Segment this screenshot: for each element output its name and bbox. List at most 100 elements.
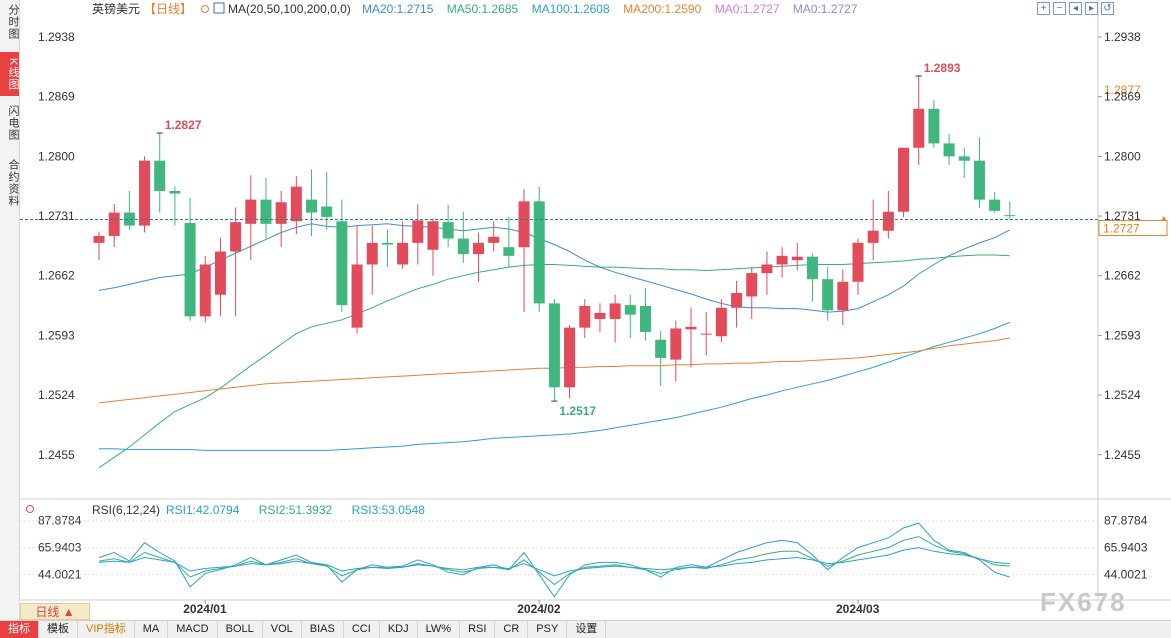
candle bbox=[564, 325, 576, 399]
candle bbox=[579, 299, 591, 338]
candle bbox=[488, 221, 500, 252]
zoom-in-icon[interactable]: + bbox=[1037, 2, 1050, 15]
candle bbox=[412, 203, 424, 265]
candle-body bbox=[427, 221, 439, 250]
candle-body bbox=[93, 235, 105, 243]
y-tick-label-left: 1.2593 bbox=[38, 328, 75, 342]
candle bbox=[958, 147, 970, 178]
candle-body bbox=[624, 305, 636, 315]
candle-body bbox=[366, 242, 378, 265]
indicator-tab[interactable]: RSI bbox=[460, 621, 496, 638]
candle-body bbox=[306, 199, 318, 213]
ma-value-label: MA20:1.2715 bbox=[362, 2, 434, 16]
rsi-tick-label-right: 87.8784 bbox=[1104, 514, 1148, 528]
candle-body bbox=[548, 303, 560, 388]
candle-body bbox=[457, 238, 469, 255]
chart-header: 英镑美元 【日线】 MA(20,50,100,200,0,0) MA20:1.2715… bbox=[26, 1, 858, 517]
rsi-settings-icon bbox=[26, 505, 34, 513]
settings-icon bbox=[201, 5, 209, 13]
current-price-label: 1.2727 bbox=[1103, 222, 1140, 236]
candle bbox=[1004, 201, 1016, 219]
rsi-value-label: RSI2:51.3932 bbox=[259, 503, 333, 517]
indicator-tab[interactable]: 指标 bbox=[0, 621, 39, 638]
candle-body bbox=[245, 199, 257, 224]
rsi-line-rsi2 bbox=[98, 536, 1010, 586]
candle-body bbox=[199, 264, 211, 317]
candle bbox=[639, 287, 651, 341]
ma-value-label: MA0:1.2727 bbox=[715, 2, 780, 16]
left-sidebar: 分时图 K线图 闪电图 合约资料 bbox=[0, 0, 20, 637]
rsi-value-label: RSI1:42.0794 bbox=[166, 503, 240, 517]
move-right-icon[interactable]: ▸ bbox=[1085, 2, 1098, 15]
extreme-price-label: 1.2893 bbox=[924, 61, 961, 75]
candle bbox=[351, 225, 363, 334]
tab-contract-info[interactable]: 合约资料 bbox=[7, 159, 19, 207]
indicator-tab[interactable]: 模板 bbox=[39, 621, 78, 638]
indicator-tab[interactable]: CR bbox=[495, 621, 529, 638]
candle bbox=[381, 229, 393, 268]
y-tick-label-left: 1.2800 bbox=[38, 149, 75, 163]
candle-body bbox=[473, 242, 484, 255]
rsi-line-rsi1 bbox=[98, 522, 1010, 598]
candle-body bbox=[184, 222, 196, 317]
indicator-tab[interactable]: PSY bbox=[528, 621, 568, 638]
indicator-tab[interactable]: BOLL bbox=[218, 621, 263, 638]
candle-body bbox=[882, 211, 894, 231]
candle bbox=[123, 190, 135, 230]
candle bbox=[457, 211, 469, 263]
tab-time-chart[interactable]: 分时图 bbox=[7, 4, 19, 40]
candle bbox=[731, 280, 743, 328]
y-tick-label-right: 1.2524 bbox=[1104, 388, 1141, 402]
candle-body bbox=[503, 247, 515, 256]
candle bbox=[93, 231, 105, 261]
x-tick-label: 2024/02 bbox=[517, 602, 561, 616]
tab-flash-chart[interactable]: 闪电图 bbox=[7, 105, 19, 141]
reset-icon[interactable]: ↺ bbox=[1101, 2, 1114, 15]
candle-body bbox=[655, 339, 667, 358]
chart-background bbox=[20, 0, 1171, 620]
candle-body bbox=[731, 293, 743, 308]
candle bbox=[533, 186, 545, 313]
candle bbox=[336, 199, 348, 313]
rsi-line-rsi3 bbox=[98, 547, 1010, 577]
candle-body bbox=[958, 156, 970, 161]
watermark: FX678 bbox=[1040, 587, 1127, 617]
candle-body bbox=[776, 255, 788, 265]
candle-body bbox=[381, 242, 393, 245]
candle-body bbox=[214, 251, 226, 295]
rsi-tick-label-left: 87.8784 bbox=[38, 514, 82, 528]
zoom-out-icon[interactable]: − bbox=[1053, 2, 1066, 15]
indicator-tab[interactable]: VIP指标 bbox=[78, 621, 135, 638]
candle bbox=[882, 190, 894, 239]
indicator-tab[interactable]: LW% bbox=[418, 621, 461, 638]
indicator-tab[interactable]: MACD bbox=[168, 621, 218, 638]
indicator-tab[interactable]: MA bbox=[135, 621, 169, 638]
indicator-tab[interactable]: VOL bbox=[263, 621, 302, 638]
indicator-tab[interactable]: 设置 bbox=[567, 621, 607, 638]
period-label: 【日线】 bbox=[144, 2, 192, 16]
candle-body bbox=[518, 201, 530, 248]
candle bbox=[260, 178, 272, 239]
candle-body bbox=[412, 220, 424, 243]
move-left-icon[interactable]: ◂ bbox=[1069, 2, 1082, 15]
ma-line-ma100 bbox=[99, 321, 1010, 451]
indicator-tab[interactable]: KDJ bbox=[380, 621, 418, 638]
indicator-tab[interactable]: BIAS bbox=[302, 621, 344, 638]
candle bbox=[973, 137, 985, 209]
tab-k-line[interactable]: K线图 bbox=[0, 52, 19, 96]
candle bbox=[898, 147, 910, 217]
candle bbox=[837, 269, 849, 326]
price-axis: 1.2938 1.2938 1.2869 1.2869 1.2800 1.2800 1.27… bbox=[38, 30, 1141, 462]
period-button[interactable]: 日线 ▲ bbox=[20, 603, 90, 620]
candle bbox=[230, 207, 242, 317]
indicator-tab[interactable]: CCI bbox=[344, 621, 380, 638]
current-price-box bbox=[1098, 220, 1168, 237]
candle-body bbox=[685, 326, 697, 330]
candle bbox=[655, 331, 667, 386]
candle-body bbox=[533, 201, 545, 304]
y-tick-label-left: 1.2524 bbox=[38, 388, 75, 402]
chart-area[interactable]: 1.2827 1.2517 1.2893 1.2727 ▲ 1.2877 1.2938 1.… bbox=[20, 0, 1171, 637]
candle-body bbox=[822, 279, 834, 311]
candle-body bbox=[230, 222, 242, 252]
